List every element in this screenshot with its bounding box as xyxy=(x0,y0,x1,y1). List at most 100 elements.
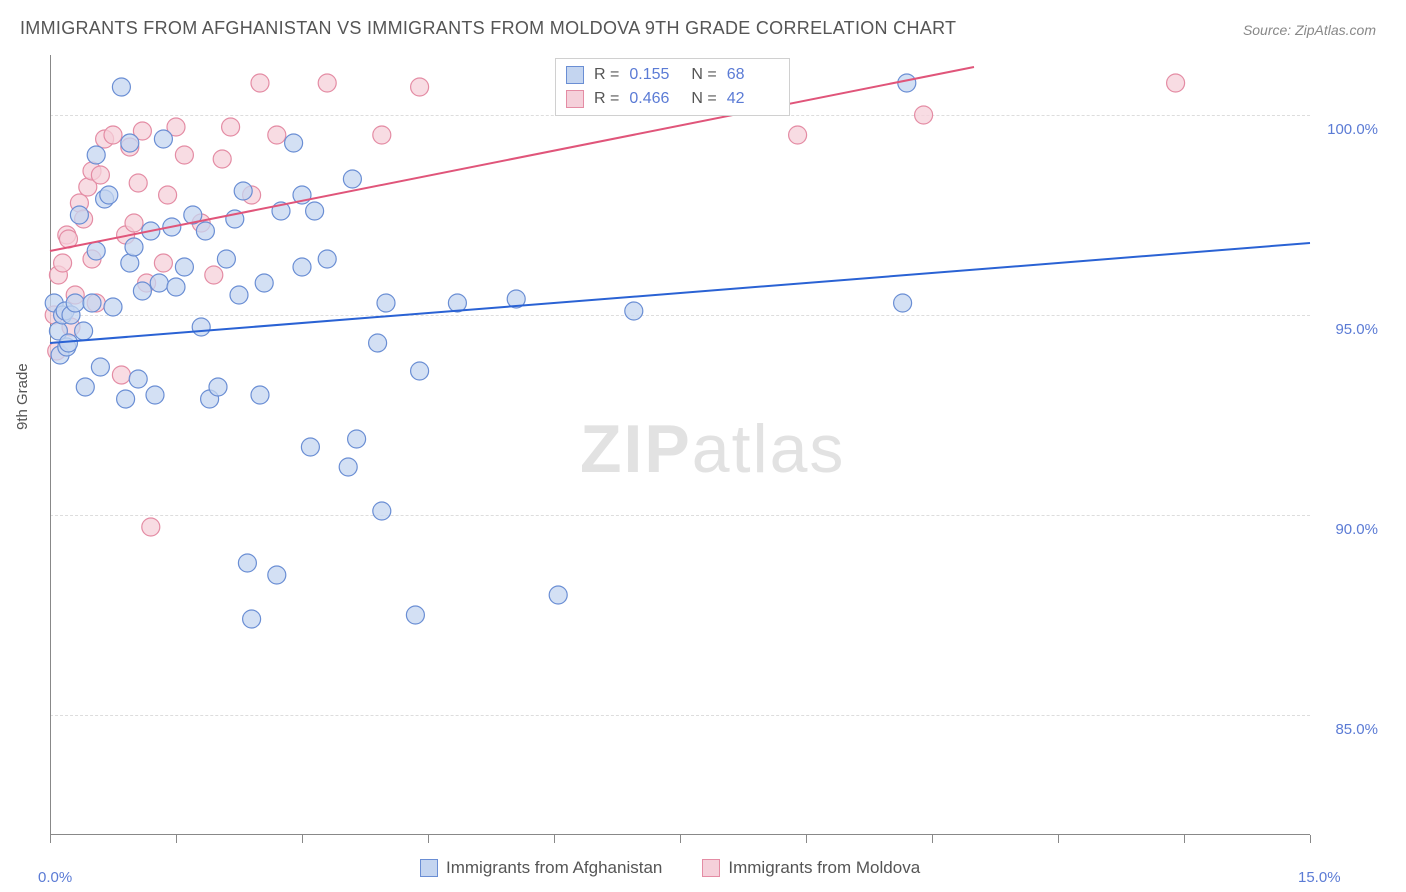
y-tick-label: 95.0% xyxy=(1335,321,1378,338)
y-tick-label: 100.0% xyxy=(1327,121,1378,138)
scatter-point xyxy=(293,258,311,276)
scatter-point xyxy=(251,386,269,404)
x-tick xyxy=(806,835,807,843)
scatter-point xyxy=(91,358,109,376)
x-tick xyxy=(932,835,933,843)
x-tick xyxy=(176,835,177,843)
y-tick-label: 90.0% xyxy=(1335,521,1378,538)
scatter-point xyxy=(343,170,361,188)
scatter-point xyxy=(70,206,88,224)
scatter-point xyxy=(915,106,933,124)
scatter-point xyxy=(75,322,93,340)
legend-n-value-2: 42 xyxy=(727,87,779,111)
legend-swatch-icon xyxy=(702,859,720,877)
scatter-point xyxy=(175,258,193,276)
legend-stats: R = 0.155 N = 68 R = 0.466 N = 42 xyxy=(555,58,790,116)
scatter-point xyxy=(87,146,105,164)
y-axis-label: 9th Grade xyxy=(14,363,31,430)
scatter-point xyxy=(411,78,429,96)
scatter-point xyxy=(377,294,395,312)
scatter-point xyxy=(339,458,357,476)
scatter-point xyxy=(230,286,248,304)
scatter-point xyxy=(625,302,643,320)
legend-r-value-2: 0.466 xyxy=(629,87,681,111)
source-prefix: Source: xyxy=(1243,22,1295,38)
legend-swatch-icon xyxy=(420,859,438,877)
legend-item-label: Immigrants from Afghanistan xyxy=(446,858,662,878)
scatter-point xyxy=(167,278,185,296)
scatter-point xyxy=(217,250,235,268)
scatter-point xyxy=(159,186,177,204)
scatter-point xyxy=(104,298,122,316)
scatter-point xyxy=(129,174,147,192)
scatter-point xyxy=(789,126,807,144)
source-attribution: Source: ZipAtlas.com xyxy=(1243,22,1376,38)
scatter-point xyxy=(66,294,84,312)
scatter-point xyxy=(121,134,139,152)
scatter-point xyxy=(285,134,303,152)
scatter-point xyxy=(213,150,231,168)
scatter-point xyxy=(117,390,135,408)
scatter-point xyxy=(373,126,391,144)
scatter-point xyxy=(121,254,139,272)
scatter-point xyxy=(100,186,118,204)
scatter-point xyxy=(301,438,319,456)
legend-r-label: R = xyxy=(594,87,619,111)
scatter-point xyxy=(243,610,261,628)
legend-r-label: R = xyxy=(594,63,619,87)
legend-item-label: Immigrants from Moldova xyxy=(728,858,920,878)
source-name: ZipAtlas.com xyxy=(1295,22,1376,38)
scatter-point xyxy=(238,554,256,572)
scatter-point xyxy=(306,202,324,220)
scatter-point xyxy=(894,294,912,312)
x-tick xyxy=(428,835,429,843)
scatter-point xyxy=(154,130,172,148)
scatter-point xyxy=(125,214,143,232)
scatter-point xyxy=(142,518,160,536)
legend-n-label: N = xyxy=(691,63,716,87)
legend-n-value-1: 68 xyxy=(727,63,779,87)
scatter-point xyxy=(133,282,151,300)
scatter-point xyxy=(154,254,172,272)
scatter-point xyxy=(112,366,130,384)
x-tick xyxy=(554,835,555,843)
scatter-point xyxy=(205,266,223,284)
scatter-point xyxy=(251,74,269,92)
x-tick-label: 15.0% xyxy=(1298,869,1341,886)
scatter-point xyxy=(549,586,567,604)
scatter-point xyxy=(234,182,252,200)
scatter-point xyxy=(898,74,916,92)
scatter-point xyxy=(373,502,391,520)
scatter-point xyxy=(348,430,366,448)
scatter-point xyxy=(104,126,122,144)
legend-swatch-moldova xyxy=(566,90,584,108)
x-tick xyxy=(302,835,303,843)
scatter-point xyxy=(209,378,227,396)
scatter-point xyxy=(150,274,168,292)
scatter-point xyxy=(87,242,105,260)
scatter-point xyxy=(255,274,273,292)
scatter-point xyxy=(91,166,109,184)
x-tick xyxy=(50,835,51,843)
scatter-point xyxy=(411,362,429,380)
legend-stats-row-2: R = 0.466 N = 42 xyxy=(566,87,779,111)
scatter-point xyxy=(369,334,387,352)
legend-item-afghanistan: Immigrants from Afghanistan xyxy=(420,858,662,878)
scatter-point xyxy=(192,318,210,336)
scatter-point xyxy=(54,254,72,272)
x-tick xyxy=(1058,835,1059,843)
scatter-point xyxy=(146,386,164,404)
scatter-point xyxy=(175,146,193,164)
scatter-point xyxy=(129,370,147,388)
chart-title: IMMIGRANTS FROM AFGHANISTAN VS IMMIGRANT… xyxy=(20,18,956,39)
x-tick xyxy=(680,835,681,843)
x-tick xyxy=(1310,835,1311,843)
legend-swatch-afghanistan xyxy=(566,66,584,84)
chart-svg xyxy=(50,55,1310,835)
x-tick xyxy=(1184,835,1185,843)
y-tick-label: 85.0% xyxy=(1335,721,1378,738)
scatter-point xyxy=(112,78,130,96)
scatter-point xyxy=(222,118,240,136)
scatter-point xyxy=(406,606,424,624)
scatter-point xyxy=(318,250,336,268)
